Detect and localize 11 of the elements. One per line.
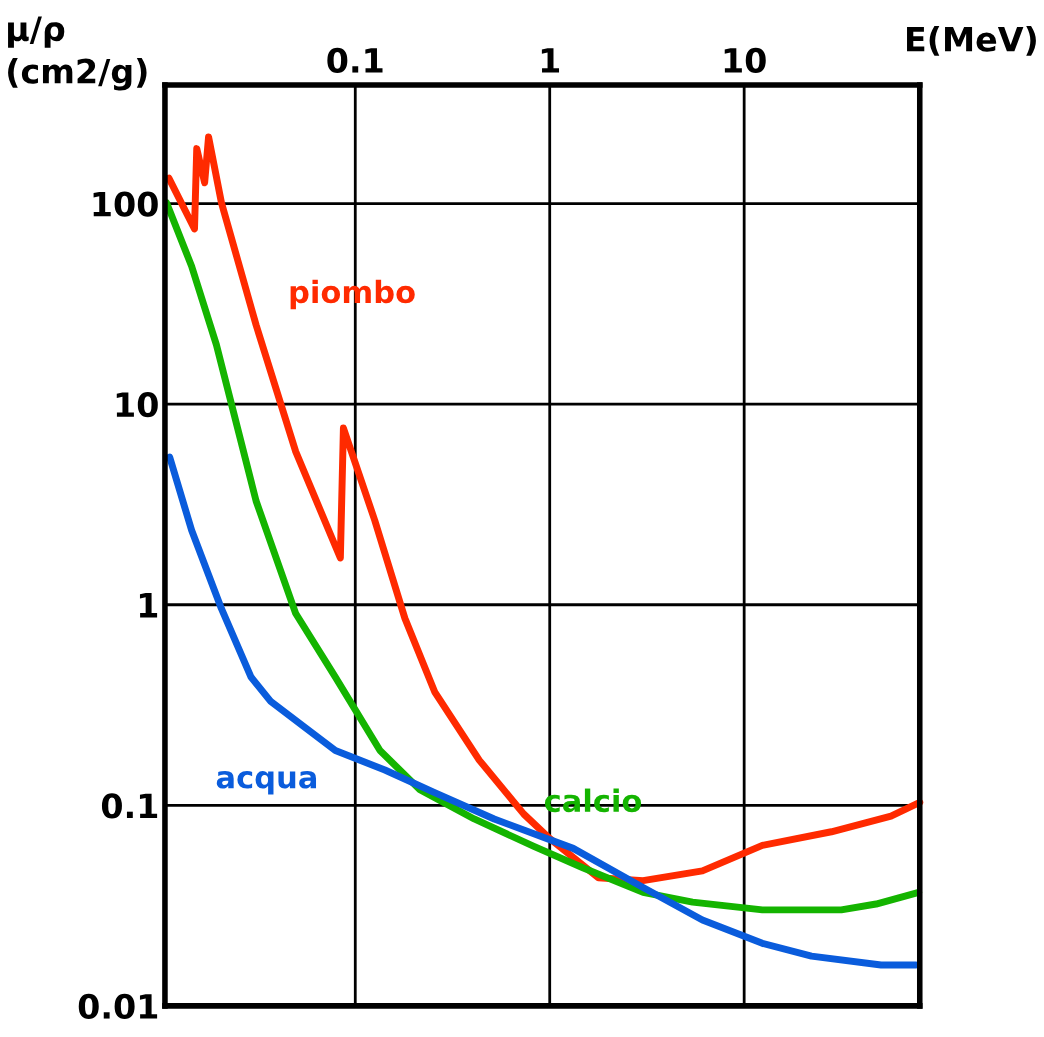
y-tick-label: 0.01 [78, 993, 158, 1020]
x-tick-label: 1 [541, 48, 560, 73]
y-tick-label: 10 [116, 392, 158, 418]
x-axis-title: E(MeV) [907, 25, 1036, 56]
x-tick-label: 0.1 [327, 47, 383, 74]
y-axis-title: μ/ρ (cm2/g) [8, 16, 147, 91]
series-label: acqua [216, 771, 317, 795]
x-tick-label: 10 [724, 47, 766, 74]
y-tick-label: 1 [139, 593, 158, 618]
y-tick-label: 100 [93, 191, 158, 217]
y-tick-label: 0.1 [101, 793, 158, 819]
